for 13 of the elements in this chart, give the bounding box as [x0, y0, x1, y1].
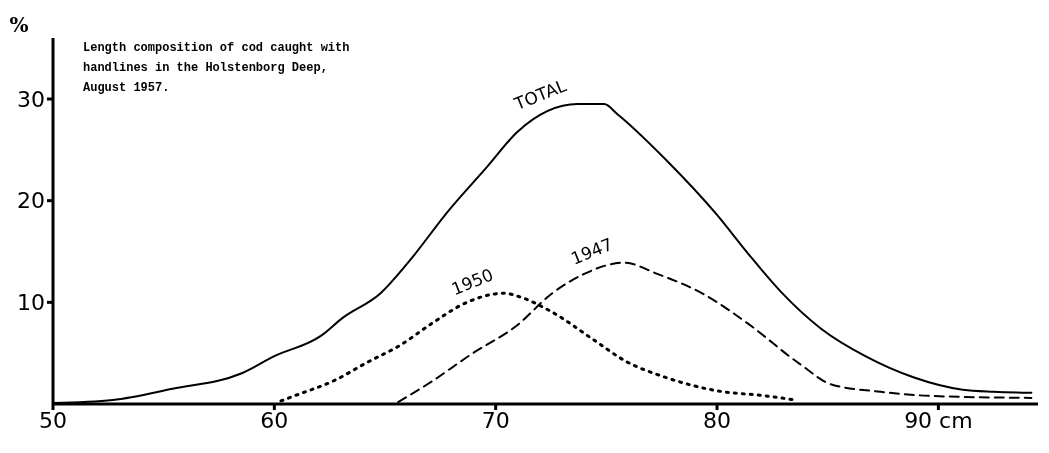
x-tick-label: 90 cm: [904, 407, 973, 433]
y-tick-label: 10: [17, 290, 45, 316]
x-tick-label: 70: [481, 407, 510, 433]
x-tick-label: 80: [703, 407, 732, 433]
y-tick-label: 20: [17, 188, 45, 214]
x-tick-label: 60: [260, 407, 289, 433]
x-tick-label: 50: [39, 407, 67, 433]
text: 1950: [448, 264, 497, 300]
text: TOTAL: [510, 75, 570, 115]
text: 1947: [567, 233, 616, 269]
text: Length composition of cod caught with handlines in the Holstenborg Deep, August 1957.: [83, 40, 350, 97]
y-axis-title: %: [9, 13, 29, 37]
y-tick-label: 30: [17, 86, 45, 112]
